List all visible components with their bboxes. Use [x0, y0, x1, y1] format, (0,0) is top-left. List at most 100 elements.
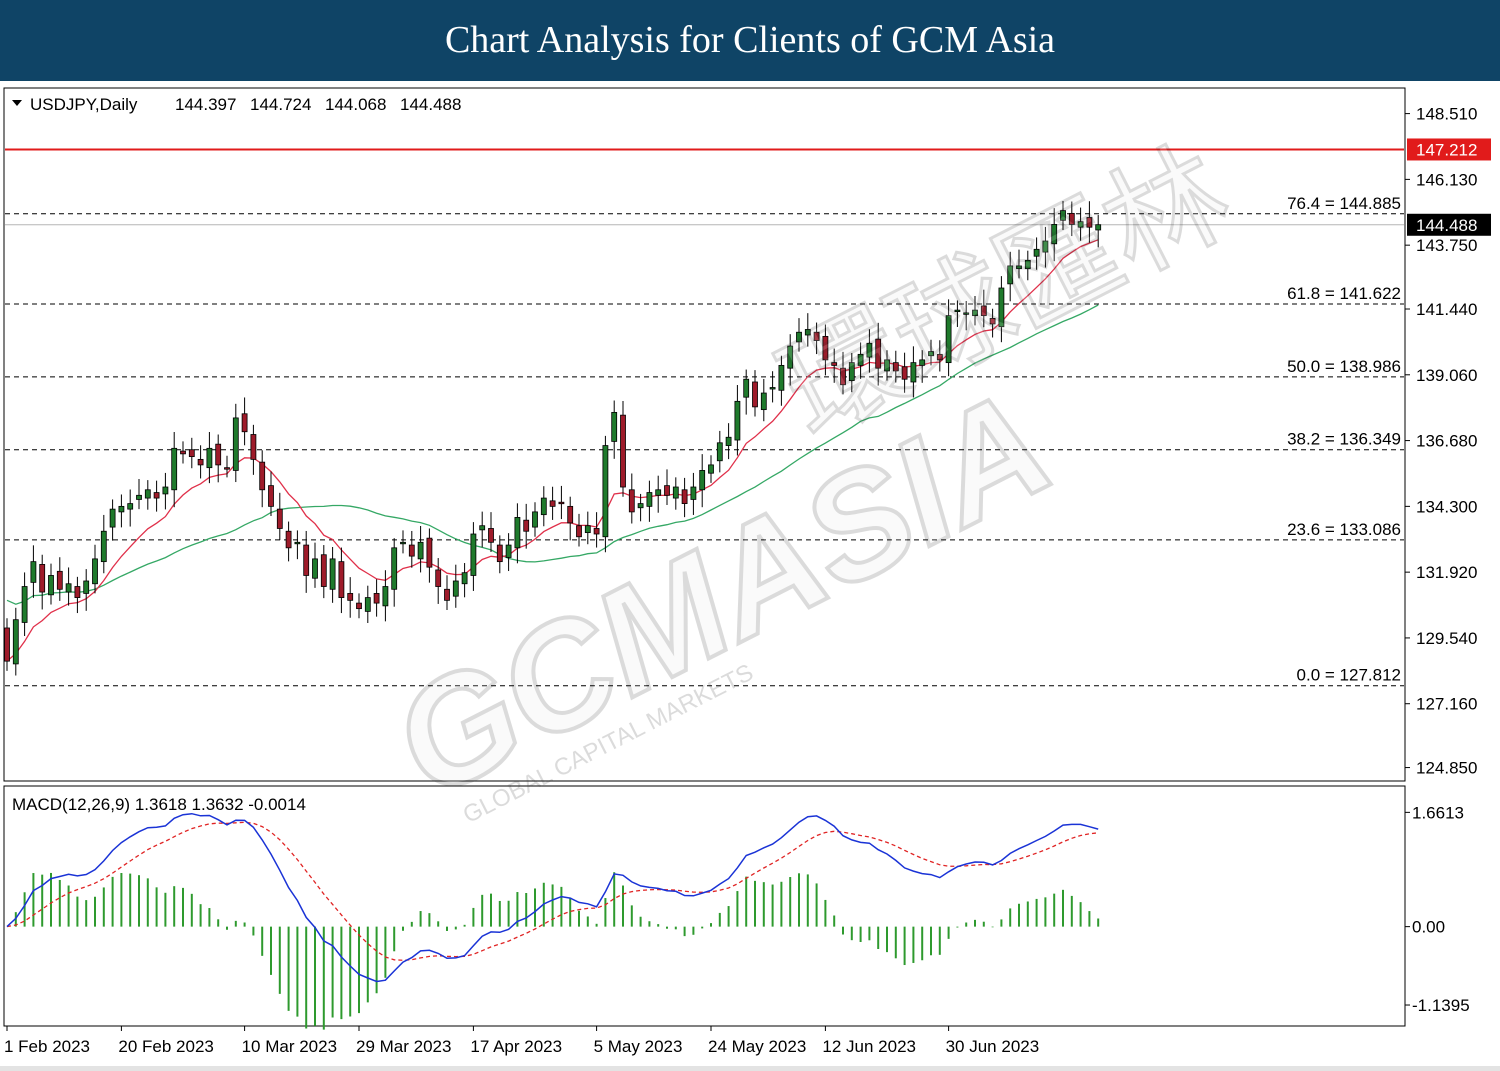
x-tick-label: 24 May 2023 — [708, 1037, 806, 1056]
candle-body — [743, 378, 750, 398]
candle-body — [532, 511, 538, 528]
ohlc-high: 144.724 — [250, 95, 311, 114]
candle-body — [892, 362, 899, 372]
y-tick-label: 127.160 — [1416, 695, 1477, 714]
candle-body — [496, 544, 503, 563]
candle-body — [285, 530, 292, 549]
candle-body — [945, 315, 952, 364]
fib-label: 38.2 = 136.349 — [1287, 430, 1401, 449]
candle-body — [901, 366, 908, 380]
ohlc-open: 144.397 — [175, 95, 236, 114]
candle-body — [153, 492, 160, 499]
ohlc-low: 144.068 — [325, 95, 386, 114]
candle-body — [840, 367, 846, 386]
candle-body — [259, 461, 266, 491]
candle-body — [1024, 259, 1031, 270]
candle-body — [452, 580, 459, 597]
x-tick-label: 5 May 2023 — [594, 1037, 683, 1056]
candle-body — [241, 413, 248, 433]
candle-body — [954, 309, 961, 313]
candle-body — [12, 619, 19, 665]
candle-body — [215, 443, 222, 466]
candle-body — [584, 525, 591, 534]
candle-body — [400, 541, 406, 545]
macd-series: 1.6613 0.00 -1.1395 — [6, 803, 1470, 1030]
candle-body — [804, 329, 811, 336]
candle-body — [505, 544, 512, 558]
candle-body — [734, 400, 741, 441]
candle-body — [268, 485, 274, 507]
macd-line — [6, 812, 1099, 983]
candle-body — [540, 497, 547, 516]
candle-body — [4, 627, 10, 662]
macd-y-tick-label: 0.00 — [1412, 918, 1445, 937]
candle-body — [197, 458, 204, 466]
candle-body — [628, 489, 635, 513]
candle-body — [716, 442, 723, 462]
candle-body — [373, 593, 380, 604]
y-tick-label: 146.130 — [1416, 170, 1477, 189]
y-tick-label: 134.300 — [1416, 497, 1477, 516]
price-axis: 148.510 146.130 143.750 141.440 139.060 136.6… — [1405, 105, 1491, 778]
candle-body — [655, 489, 662, 496]
fib-label: 23.6 = 133.086 — [1287, 520, 1401, 539]
candle-body — [391, 547, 398, 590]
candle-body — [347, 593, 354, 601]
fib-label: 0.0 = 127.812 — [1297, 666, 1401, 685]
candle-body — [769, 387, 776, 390]
candle-body — [109, 508, 116, 528]
candle-body — [514, 517, 521, 549]
current-price-tag — [1407, 213, 1491, 236]
candle-body — [690, 486, 697, 500]
macd-y-tick-label: -1.1395 — [1412, 996, 1470, 1015]
candlestick-series — [4, 200, 1102, 676]
candle-body — [576, 525, 582, 538]
fib-label: 50.0 = 138.986 — [1287, 357, 1401, 376]
candle-body — [866, 342, 873, 358]
candle-body — [180, 450, 186, 455]
candle-body — [936, 353, 943, 361]
candle-body — [100, 530, 107, 563]
macd-y-tick-label: 1.6613 — [1412, 803, 1464, 822]
candle-body — [875, 338, 882, 369]
candle-body — [444, 588, 450, 601]
candle-body — [1077, 221, 1084, 228]
candle-body — [796, 331, 802, 343]
candle-body — [752, 381, 758, 408]
candle-body — [787, 345, 794, 369]
candle-body — [708, 464, 714, 474]
candle-body — [56, 570, 63, 590]
fib-label: 61.8 = 141.622 — [1287, 284, 1401, 303]
resistance-tag-label: 147.212 — [1416, 140, 1477, 159]
candle-body — [813, 331, 820, 341]
candle-body — [699, 470, 706, 491]
candle-body — [1060, 210, 1066, 221]
macd-panel — [3, 785, 1406, 1027]
candle-body — [232, 417, 239, 471]
chevron-down-icon[interactable] — [12, 100, 22, 106]
x-tick-label: 17 Apr 2023 — [470, 1037, 562, 1056]
candle-body — [831, 362, 838, 366]
candle-body — [224, 467, 230, 470]
x-tick-label: 20 Feb 2023 — [118, 1037, 213, 1056]
symbol-header[interactable]: USDJPY,Daily 144.397 144.724 144.068 144… — [12, 95, 461, 114]
candle-body — [778, 364, 785, 391]
candle-body — [136, 494, 142, 500]
candle-body — [312, 558, 318, 579]
candle-body — [567, 505, 574, 524]
candle-body — [1086, 217, 1093, 228]
candle-body — [1051, 224, 1058, 245]
candle-body — [1095, 224, 1102, 231]
candle-body — [919, 359, 926, 366]
candle-body — [127, 503, 134, 510]
candle-body — [171, 447, 178, 491]
y-tick-label: 129.540 — [1416, 629, 1477, 648]
candle-body — [364, 597, 371, 612]
candle-body — [338, 561, 345, 598]
date-axis: 1 Feb 2023 20 Feb 2023 10 Mar 2023 29 Mar 2… — [4, 1026, 1039, 1056]
candle-body — [602, 445, 609, 538]
candle-body — [329, 558, 336, 590]
macd-label: MACD(12,26,9) 1.3618 1.3632 -0.0014 — [12, 795, 306, 814]
candle-body — [206, 447, 213, 469]
candle-body — [488, 528, 494, 543]
